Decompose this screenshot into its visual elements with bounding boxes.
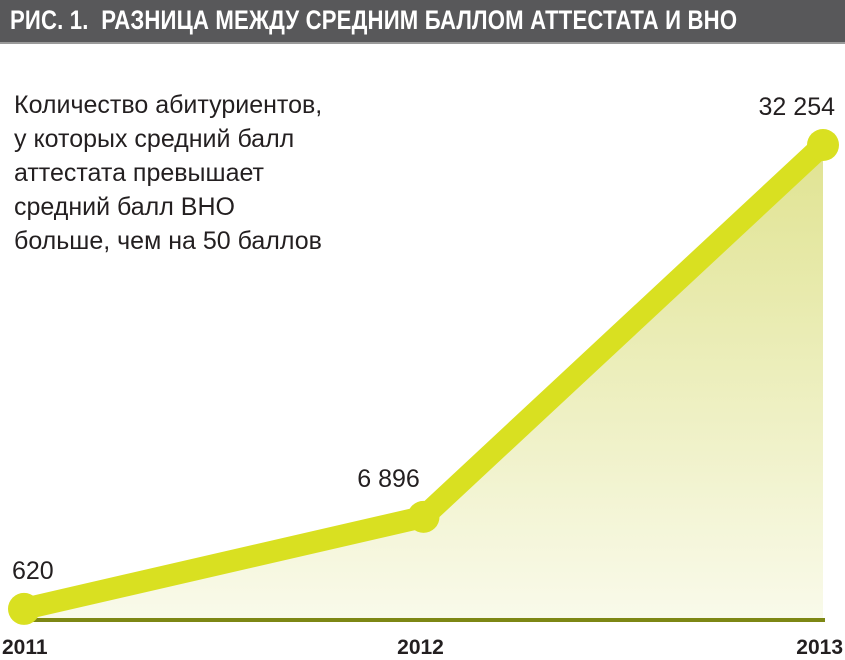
x-tick-label: 2012 <box>397 636 444 659</box>
title-bar: РИС. 1. РАЗНИЦА МЕЖДУ СРЕДНИМ БАЛЛОМ АТТ… <box>0 0 845 44</box>
data-label: 32 254 <box>759 93 836 121</box>
data-point <box>8 592 40 625</box>
data-label: 6 896 <box>357 465 420 493</box>
data-label: 620 <box>12 557 54 585</box>
annotation-line: Количество абитуриентов, <box>14 91 323 119</box>
x-tick-label: 2013 <box>796 636 843 659</box>
data-point <box>807 129 839 161</box>
data-point <box>407 500 440 533</box>
annotation-line: у которых средний балл <box>14 125 295 153</box>
figure-label: РИС. 1. <box>10 5 89 35</box>
annotation-line: средний балл ВНО <box>14 193 235 221</box>
chart-title-text: РАЗНИЦА МЕЖДУ СРЕДНИМ БАЛЛОМ АТТЕСТАТА И… <box>101 5 738 35</box>
annotation-line: больше, чем на 50 баллов <box>14 227 322 255</box>
annotation-line: аттестата превышает <box>14 159 264 187</box>
area-fill <box>24 145 823 618</box>
chart-title: РИС. 1. РАЗНИЦА МЕЖДУ СРЕДНИМ БАЛЛОМ АТТ… <box>10 5 737 36</box>
x-tick-label: 2011 <box>2 636 48 659</box>
chart-annotation: Количество абитуриентов, у которых средн… <box>14 88 394 258</box>
